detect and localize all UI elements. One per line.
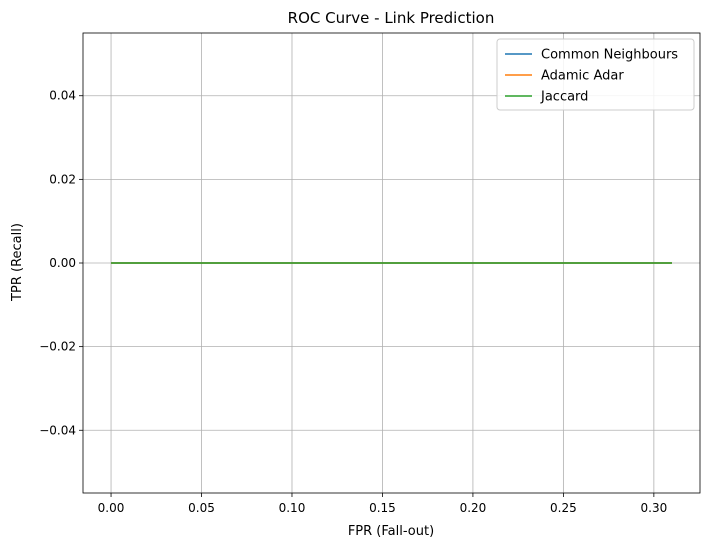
x-tick-label: 0.20: [460, 501, 487, 515]
chart-title: ROC Curve - Link Prediction: [288, 9, 495, 27]
legend-label: Jaccard: [540, 90, 588, 105]
y-tick-label: −0.04: [39, 423, 76, 437]
plot-area: 0.00 0.05 0.10 0.15 0.20 0.25 0.30 −0.04 −0.02 0.…: [39, 32, 701, 515]
legend-label: Adamic Adar: [541, 69, 624, 84]
x-axis-label: FPR (Fall-out): [348, 524, 434, 539]
y-tick-label: −0.02: [39, 340, 76, 354]
legend-label: Common Neighbours: [541, 48, 678, 63]
x-tick-label: 0.00: [98, 501, 125, 515]
legend-box: [496, 38, 695, 111]
y-axis-label: TPR (Recall): [10, 223, 25, 302]
x-tick-label: 0.10: [279, 501, 306, 515]
y-tick-label: 0.04: [49, 89, 76, 103]
x-tick-label: 0.25: [550, 501, 577, 515]
legend: Common Neighbours Adamic Adar Jaccard: [496, 38, 695, 111]
x-tick-label: 0.15: [369, 501, 396, 515]
y-tick-label: 0.00: [49, 256, 76, 270]
y-tick-label: 0.02: [49, 172, 76, 186]
x-tick-label: 0.30: [641, 501, 668, 515]
x-tick-label: 0.05: [188, 501, 215, 515]
